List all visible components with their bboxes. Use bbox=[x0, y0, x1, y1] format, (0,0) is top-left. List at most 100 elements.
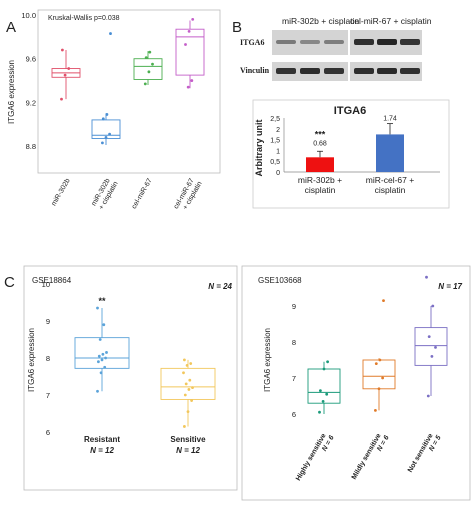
bar-category-1-line-2: cisplatin bbox=[305, 185, 336, 195]
blot-band bbox=[400, 39, 420, 45]
panel-c-right-frame bbox=[241, 265, 471, 501]
blot-band bbox=[276, 68, 296, 74]
data-point bbox=[96, 306, 99, 310]
panel-a-box-2 bbox=[91, 32, 121, 146]
gse18864-ylabel: ITGA6 expression bbox=[27, 328, 36, 392]
gse103668-category-not-sensitive: Not sensitive bbox=[407, 432, 435, 473]
bar-category-2-line-1: miR-cel-67 + bbox=[366, 175, 414, 185]
data-point bbox=[96, 389, 99, 393]
data-point bbox=[321, 400, 325, 403]
gse18864-boxes bbox=[74, 306, 216, 428]
gse103668-boxes bbox=[307, 275, 448, 414]
gse103668-x-labels: Highly sensitive N = 6 Mildly sensitive … bbox=[295, 432, 443, 482]
y-tick-label: 9 bbox=[292, 302, 296, 311]
data-point bbox=[183, 425, 186, 428]
bar-category-1-line-1: miR-302b + bbox=[298, 175, 342, 185]
data-point bbox=[147, 70, 151, 74]
data-point bbox=[105, 113, 109, 116]
data-point bbox=[100, 358, 104, 362]
box-iqr bbox=[133, 58, 163, 80]
data-point bbox=[103, 365, 107, 369]
gse103668-box-2 bbox=[362, 299, 396, 412]
y-tick-label: 0 bbox=[276, 170, 280, 177]
data-point bbox=[190, 399, 194, 402]
gse18864-significance-stars: ** bbox=[98, 296, 106, 306]
y-tick-label: 0,5 bbox=[270, 159, 280, 166]
y-tick-label: 9 bbox=[46, 317, 50, 326]
blot-band bbox=[400, 68, 420, 74]
blot-row-itga6-label: ITGA6 bbox=[240, 38, 264, 47]
data-point bbox=[104, 136, 108, 139]
data-point bbox=[186, 410, 190, 414]
data-point bbox=[191, 386, 194, 389]
box-iqr bbox=[175, 28, 205, 76]
bar-chart-ylabel: Arbitrary unit bbox=[254, 119, 264, 176]
panel-a-box-1 bbox=[51, 48, 81, 101]
data-point bbox=[184, 43, 187, 46]
panel-c-letter: C bbox=[4, 274, 15, 291]
panel-b: B miR-302b + cisplatin cel-miR-67 + cisp… bbox=[232, 16, 450, 209]
bar-chart-bars: 0.68 1.74 bbox=[306, 116, 404, 172]
panel-a-plot-frame bbox=[37, 9, 221, 174]
panel-a-boxes bbox=[51, 17, 205, 146]
data-point bbox=[381, 376, 384, 380]
box-iqr bbox=[160, 367, 216, 400]
y-tick-label: 6 bbox=[292, 410, 296, 419]
data-point bbox=[430, 355, 434, 358]
kruskal-wallis-annotation: Kruskal-Wallis p=0.038 bbox=[48, 15, 120, 22]
panel-b-letter: B bbox=[232, 19, 242, 36]
bar-value-label: 0.68 bbox=[313, 140, 327, 147]
bar-significance-stars: *** bbox=[315, 129, 326, 139]
data-point bbox=[427, 335, 431, 338]
x-category-label: cel-miR-67 bbox=[131, 177, 154, 210]
data-point bbox=[61, 48, 64, 52]
data-point bbox=[183, 358, 186, 362]
data-point bbox=[378, 358, 382, 362]
gse103668-box-1 bbox=[307, 360, 341, 414]
gse18864-dataset-label: GSE18864 bbox=[32, 276, 72, 285]
blot-band bbox=[324, 68, 344, 74]
box-iqr bbox=[307, 368, 341, 404]
gse103668-box-3 bbox=[414, 275, 448, 398]
gse18864-total-n: N = 24 bbox=[208, 282, 232, 291]
data-point bbox=[67, 67, 71, 70]
data-point bbox=[102, 323, 106, 327]
data-point bbox=[105, 351, 108, 354]
box-iqr bbox=[414, 327, 448, 366]
data-point bbox=[425, 275, 428, 279]
blot-header-right: cel-miR-67 + cisplatin bbox=[350, 16, 432, 26]
panel-a-box-4 bbox=[175, 17, 205, 89]
y-tick-label: 8 bbox=[292, 338, 296, 347]
data-point bbox=[143, 82, 147, 86]
data-point bbox=[431, 304, 435, 308]
gse103668-ylabel: ITGA6 expression bbox=[263, 328, 272, 392]
data-point bbox=[190, 79, 194, 82]
y-tick-label: 2,5 bbox=[270, 116, 280, 123]
box-iqr bbox=[362, 359, 396, 390]
blot-band bbox=[300, 40, 320, 44]
data-point bbox=[104, 356, 107, 360]
data-point bbox=[374, 362, 378, 365]
gse18864-box-2 bbox=[160, 358, 216, 428]
data-point bbox=[109, 32, 112, 35]
data-point bbox=[101, 352, 105, 356]
data-point bbox=[144, 56, 148, 60]
data-point bbox=[98, 338, 102, 341]
data-point bbox=[187, 388, 191, 391]
y-tick-label: 9.6 bbox=[26, 55, 36, 64]
x-category-label: miR-302b bbox=[50, 177, 71, 207]
data-point bbox=[382, 299, 385, 302]
data-point bbox=[186, 85, 190, 89]
bar bbox=[376, 134, 404, 172]
y-tick-label: 2 bbox=[276, 127, 280, 134]
gse103668-y-ticks: 6 7 8 9 bbox=[292, 302, 296, 419]
gse18864-category-resistant-n: N = 12 bbox=[90, 446, 114, 455]
data-point bbox=[191, 17, 195, 21]
gse18864-category-resistant: Resistant bbox=[84, 435, 120, 444]
y-tick-label: 7 bbox=[292, 374, 296, 383]
gse18864-y-ticks: 6 7 8 9 10 bbox=[42, 280, 50, 437]
data-point bbox=[185, 364, 189, 367]
box-iqr bbox=[74, 337, 130, 369]
blot-header-left: miR-302b + cisplatin bbox=[282, 16, 360, 26]
data-point bbox=[322, 367, 326, 371]
